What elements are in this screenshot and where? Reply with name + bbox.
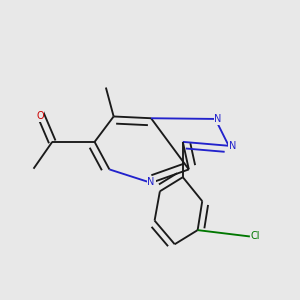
- Text: N: N: [147, 177, 155, 187]
- Text: O: O: [36, 111, 44, 121]
- Text: N: N: [229, 141, 236, 151]
- Text: N: N: [214, 114, 222, 124]
- Text: Cl: Cl: [250, 232, 260, 242]
